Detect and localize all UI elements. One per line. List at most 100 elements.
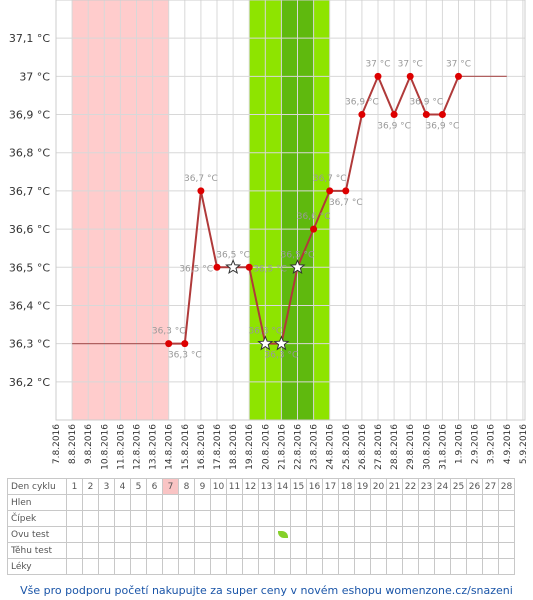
day-number[interactable]: 24 [434,478,451,495]
day-number[interactable]: 10 [210,478,227,495]
day-number[interactable]: 7 [162,478,179,495]
day-cell[interactable] [178,542,195,559]
day-number[interactable]: 20 [370,478,387,495]
day-cell[interactable] [114,542,131,559]
day-number[interactable]: 3 [98,478,115,495]
day-number[interactable]: 12 [242,478,259,495]
day-cell[interactable] [466,510,483,527]
day-cell[interactable] [466,542,483,559]
day-cell[interactable] [402,558,419,575]
day-cell[interactable] [274,526,291,543]
day-cell[interactable] [258,526,275,543]
day-cell[interactable] [146,510,163,527]
day-number[interactable]: 8 [178,478,195,495]
day-cell[interactable] [322,558,339,575]
day-cell[interactable] [322,542,339,559]
day-cell[interactable] [370,494,387,511]
day-cell[interactable] [130,510,147,527]
day-number[interactable]: 2 [82,478,99,495]
day-number[interactable]: 14 [274,478,291,495]
day-cell[interactable] [434,542,451,559]
day-cell[interactable] [290,510,307,527]
day-cell[interactable] [306,558,323,575]
day-cell[interactable] [418,542,435,559]
day-number[interactable]: 4 [114,478,131,495]
day-cell[interactable] [194,558,211,575]
day-cell[interactable] [354,542,371,559]
footer-link[interactable]: Vše pro podporu početí nakupujte za supe… [20,584,513,597]
day-cell[interactable] [114,558,131,575]
day-cell[interactable] [306,542,323,559]
day-cell[interactable] [418,510,435,527]
day-cell[interactable] [370,558,387,575]
day-cell[interactable] [322,526,339,543]
day-cell[interactable] [498,542,515,559]
day-cell[interactable] [322,494,339,511]
day-cell[interactable] [450,494,467,511]
day-number[interactable]: 13 [258,478,275,495]
day-cell[interactable] [114,510,131,527]
day-number[interactable]: 22 [402,478,419,495]
day-cell[interactable] [274,494,291,511]
day-number[interactable]: 27 [482,478,499,495]
day-cell[interactable] [418,526,435,543]
day-cell[interactable] [354,558,371,575]
day-cell[interactable] [210,526,227,543]
day-cell[interactable] [434,558,451,575]
day-cell[interactable] [370,510,387,527]
day-cell[interactable] [322,510,339,527]
day-cell[interactable] [354,510,371,527]
day-cell[interactable] [130,558,147,575]
day-cell[interactable] [402,510,419,527]
day-cell[interactable] [242,526,259,543]
day-cell[interactable] [82,494,99,511]
day-cell[interactable] [290,542,307,559]
day-cell[interactable] [386,494,403,511]
day-cell[interactable] [402,526,419,543]
day-cell[interactable] [162,526,179,543]
day-cell[interactable] [146,494,163,511]
day-cell[interactable] [338,510,355,527]
day-number[interactable]: 23 [418,478,435,495]
day-cell[interactable] [82,526,99,543]
day-cell[interactable] [66,542,83,559]
day-cell[interactable] [338,542,355,559]
day-cell[interactable] [338,494,355,511]
day-cell[interactable] [258,494,275,511]
day-number[interactable]: 16 [306,478,323,495]
day-cell[interactable] [98,542,115,559]
day-cell[interactable] [66,558,83,575]
day-cell[interactable] [386,510,403,527]
day-cell[interactable] [274,510,291,527]
day-cell[interactable] [450,542,467,559]
day-cell[interactable] [162,510,179,527]
day-cell[interactable] [226,494,243,511]
day-cell[interactable] [210,558,227,575]
day-cell[interactable] [242,558,259,575]
day-number[interactable]: 28 [498,478,515,495]
day-cell[interactable] [338,558,355,575]
day-cell[interactable] [466,526,483,543]
day-cell[interactable] [98,526,115,543]
day-cell[interactable] [274,558,291,575]
day-cell[interactable] [370,526,387,543]
day-cell[interactable] [162,494,179,511]
day-cell[interactable] [242,494,259,511]
day-cell[interactable] [450,558,467,575]
day-cell[interactable] [98,558,115,575]
day-number[interactable]: 5 [130,478,147,495]
day-cell[interactable] [242,542,259,559]
day-cell[interactable] [146,542,163,559]
day-cell[interactable] [130,526,147,543]
day-cell[interactable] [194,494,211,511]
day-cell[interactable] [418,558,435,575]
day-cell[interactable] [178,526,195,543]
day-cell[interactable] [114,494,131,511]
day-cell[interactable] [290,494,307,511]
day-number[interactable]: 9 [194,478,211,495]
day-cell[interactable] [402,494,419,511]
day-cell[interactable] [226,526,243,543]
day-cell[interactable] [466,558,483,575]
day-cell[interactable] [146,526,163,543]
day-cell[interactable] [306,510,323,527]
